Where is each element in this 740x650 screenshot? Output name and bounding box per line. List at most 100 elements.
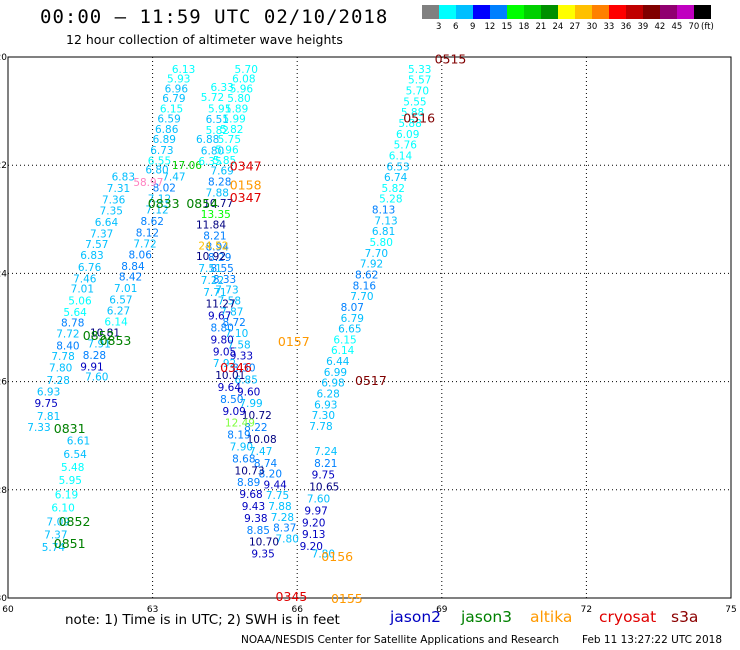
- pass-time-label: 0157: [278, 334, 310, 349]
- swh-value: 11.84: [196, 220, 226, 232]
- swh-value: 6.96: [165, 83, 189, 95]
- legend-swatch: [660, 5, 677, 19]
- swh-value: 9.80: [210, 334, 233, 346]
- swh-value: 8.06: [129, 249, 153, 261]
- x-tick-label: 69: [436, 605, 448, 615]
- swh-value: 6.14: [331, 345, 355, 357]
- swh-value: 6.83: [80, 250, 103, 262]
- swh-value: 7.92: [213, 358, 236, 370]
- swh-value: 5.96: [215, 145, 239, 157]
- swh-value: 7.73: [215, 285, 238, 297]
- swh-value: 5.70: [406, 86, 429, 98]
- swh-value: 6.86: [155, 124, 179, 136]
- swh-value: 9.64: [218, 382, 242, 394]
- swh-value: 6.19: [55, 490, 78, 502]
- satellite-cryosat: cryosat: [599, 608, 657, 626]
- chart-title: 00:00 — 11:59 UTC 02/10/2018: [40, 6, 389, 28]
- swh-value: 6.15: [333, 334, 356, 346]
- swh-value: 8.89: [237, 477, 260, 489]
- swh-value: 10.92: [196, 251, 226, 263]
- satellite-jason3: jason3: [461, 608, 513, 626]
- swh-value: 6.10: [51, 503, 74, 515]
- swh-value: 10.70: [249, 537, 279, 549]
- swh-value: 8.19: [227, 430, 250, 442]
- swh-value: 9.67: [208, 311, 231, 323]
- swh-value: 10.65: [309, 482, 339, 494]
- swh-value: 7.88: [206, 187, 229, 199]
- swh-value: 8.37: [273, 523, 296, 535]
- swh-value: 9.35: [251, 549, 274, 561]
- swh-value: 6.64: [95, 217, 119, 229]
- legend-swatch: [490, 5, 507, 19]
- legend-swatch: [609, 5, 626, 19]
- swh-value: 8.55: [210, 263, 233, 275]
- swh-value: 7.92: [360, 259, 383, 271]
- swh-value: 6.93: [314, 399, 337, 411]
- swh-value: 8.42: [119, 272, 142, 284]
- pass-time-label: 0156: [321, 549, 353, 564]
- legend-label: 12: [484, 22, 496, 32]
- swh-value: 8.40: [56, 340, 79, 352]
- swh-value: 6.65: [338, 324, 361, 336]
- swh-value: 7.22: [201, 275, 224, 287]
- swh-value: 8.80: [210, 323, 233, 335]
- swh-value: 7.51: [198, 263, 221, 275]
- swh-value: 8.78: [61, 318, 84, 330]
- swh-value: 8.07: [341, 302, 364, 314]
- swh-value: 6.98: [321, 378, 344, 390]
- swh-value: 9.33: [230, 351, 253, 363]
- swh-value: 7.81: [37, 411, 60, 423]
- pass-time-label: 0155: [331, 591, 363, 606]
- legend-swatch: [456, 5, 473, 19]
- swh-value: 8.50: [220, 394, 243, 406]
- swh-value: 6.83: [112, 172, 135, 184]
- swh-value: 7.58: [227, 339, 250, 351]
- swh-value: 7.69: [210, 166, 233, 178]
- swh-value: 8.28: [83, 350, 106, 362]
- swh-value: 6.73: [150, 145, 173, 157]
- swh-value: 6.80: [145, 165, 168, 177]
- legend-swatch: [694, 5, 711, 19]
- swh-value: 7.01: [114, 283, 137, 295]
- swh-value: 5.80: [370, 237, 393, 249]
- y-tick-label: -22: [0, 161, 7, 171]
- swh-value: 7.35: [100, 206, 123, 218]
- swh-value: 5.88: [401, 107, 424, 119]
- swh-value: 6.14: [104, 317, 128, 329]
- swh-value: 6.08: [232, 74, 255, 86]
- legend-swatch: [541, 5, 558, 19]
- swh-value: 7.46: [73, 273, 97, 285]
- swh-value: 7.78: [51, 351, 74, 363]
- swh-value: 9.20: [300, 541, 323, 553]
- pass-time-label: 0833: [148, 196, 180, 211]
- swh-value: 5.64: [63, 307, 87, 319]
- swh-value: 10.77: [203, 198, 233, 210]
- y-tick-label: -20: [0, 53, 7, 63]
- swh-value: 6.81: [372, 226, 395, 238]
- swh-value: 8.20: [259, 469, 282, 481]
- swh-value: 6.15: [160, 103, 183, 115]
- swh-value: 9.75: [312, 470, 335, 482]
- swh-value: 6.74: [384, 172, 408, 184]
- swh-value: 6.76: [78, 262, 102, 274]
- swh-value: 8.74: [254, 458, 278, 470]
- swh-value: 5.72: [201, 92, 224, 104]
- legend-swatch: [422, 5, 439, 19]
- legend-label: 6: [453, 22, 459, 32]
- swh-value: 6.33: [210, 82, 233, 94]
- swh-value: 8.94: [206, 241, 230, 253]
- pass-time-label: 0852: [83, 328, 115, 343]
- legend-swatch: [439, 5, 456, 19]
- swh-value: 5.88: [398, 118, 421, 130]
- legend-swatch: [507, 5, 524, 19]
- swh-value: 7.57: [85, 239, 108, 251]
- swh-value: 5.74: [42, 542, 66, 554]
- swh-value: 10.73: [235, 465, 265, 477]
- swh-value: 5.82: [382, 183, 405, 195]
- swh-value: 6.99: [324, 367, 347, 379]
- legend-label: 27: [569, 22, 581, 32]
- swh-value: 8.22: [244, 422, 267, 434]
- swh-value: 6.55: [148, 155, 171, 167]
- legend-swatch: [575, 5, 592, 19]
- swh-value: 6.59: [157, 114, 180, 126]
